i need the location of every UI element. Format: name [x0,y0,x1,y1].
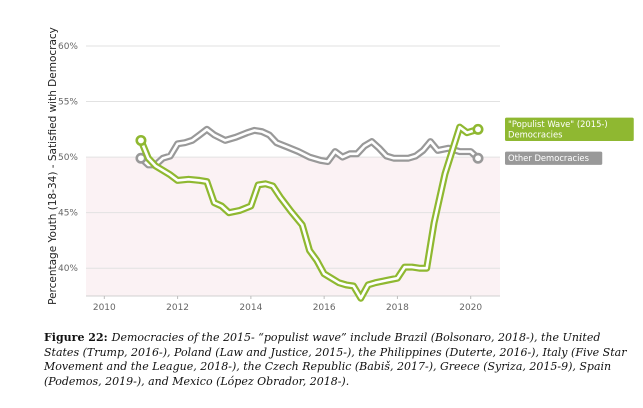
shaded-band-below-50 [86,157,500,296]
series-labels: "Populist Wave" (2015-)Democracies Other … [505,117,634,165]
plot-background [86,157,500,296]
x-tick-label: 2014 [239,303,262,313]
axis-ticks: 40% 45% 50% 55% 60% 2010 2012 2014 2016 2018 2020 [58,42,482,313]
figure-number: Figure 22: [44,331,108,344]
gridlines [86,45,500,269]
series-line-core [139,125,480,300]
y-tick-label: 45% [58,209,78,219]
x-tick-label: 2018 [386,303,409,313]
series-label-text: Democracies [508,129,563,139]
line-chart: 40%45%50%55%60%2010 2012 2014 2016 2018 2020 … [47,27,634,313]
series-label-box [505,117,634,142]
x-tick-label: 2016 [313,303,336,313]
series-lines [135,123,484,302]
y-tick-label: 40% [58,264,78,274]
x-tick-label: 2010 [93,303,116,313]
x-tick-label: 2020 [459,303,482,313]
x-tick-label: 2012 [166,303,189,313]
figure-caption: Figure 22: Democracies of the 2015- “popu… [44,331,636,389]
series-label-text: "Populist Wave" (2015-) [508,119,608,129]
series-label-box [505,151,603,165]
series-line-core [139,128,480,167]
y-tick-label: 60% [58,42,78,52]
series-endpoint-marker [472,152,484,164]
series-label-text: Other Democracies [508,153,589,163]
series-endpoint-marker [472,123,484,135]
figure-caption-text: Democracies of the 2015- “populist wave”… [44,331,627,388]
y-tick-label: 55% [58,98,78,108]
series-endpoint-marker [135,134,147,146]
y-axis-label: Percentage Youth (18-34) - Satisfied wit… [47,27,59,305]
y-tick-label: 50% [58,153,78,163]
